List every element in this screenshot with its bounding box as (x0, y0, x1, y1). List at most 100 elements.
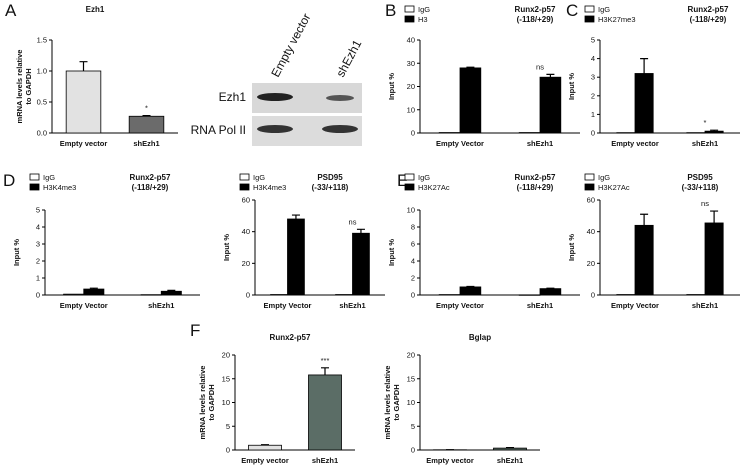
y-tick-label: 5 (226, 422, 230, 431)
y-tick-label: 5 (411, 422, 415, 431)
significance: * (704, 118, 707, 127)
error-bar (466, 67, 474, 68)
y-tick-label: 4 (411, 257, 415, 266)
error-bar (143, 116, 151, 117)
panel-letter: B (385, 1, 396, 20)
legend-swatch (585, 184, 594, 190)
y-tick-label: 0 (411, 129, 415, 138)
bar (309, 375, 342, 450)
y-tick-label: 30 (407, 59, 415, 68)
legend-label: IgG (418, 173, 430, 182)
y-tick-label: 20 (407, 82, 415, 91)
y-tick-label: 40 (242, 227, 250, 236)
legend-swatch (585, 174, 594, 180)
y-tick-label: 60 (242, 196, 250, 205)
y-axis-label: Input % (567, 73, 576, 100)
x-tick-label: shEzh1 (497, 456, 523, 465)
bar (460, 287, 481, 295)
y-tick-label: 8 (411, 223, 415, 232)
y-tick-label: 0.5 (37, 98, 47, 107)
y-tick-label: 2 (411, 274, 415, 283)
y-tick-label: 60 (587, 196, 595, 205)
significance: ns (349, 217, 357, 226)
error-bar (357, 229, 365, 233)
blot-lane-label: Empty vector (268, 11, 313, 79)
x-tick-label: Empty vector (241, 456, 289, 465)
x-tick-label: shEzh1 (692, 301, 718, 310)
bar (635, 225, 653, 295)
y-axis-label: mRNA levels relativeto GAPDH (15, 50, 33, 124)
chart-title: Runx2-p57 (130, 173, 171, 182)
y-tick-label: 1.0 (37, 67, 47, 76)
y-tick-label: 20 (222, 351, 230, 360)
blot-row-label: Ezh1 (219, 90, 247, 104)
x-tick-label: shEzh1 (339, 301, 365, 310)
y-tick-label: 0 (591, 291, 595, 300)
y-tick-label: 0 (226, 446, 230, 455)
legend-swatch (405, 184, 414, 190)
legend-label: H3K4me3 (253, 183, 286, 192)
x-tick-label: Empty Vector (60, 301, 108, 310)
y-tick-label: 3 (36, 240, 40, 249)
chart-subtitle: (-118/+29) (517, 183, 554, 192)
legend-label: IgG (253, 173, 265, 182)
y-tick-label: 2 (36, 257, 40, 266)
bar (288, 219, 305, 295)
bar (439, 133, 460, 134)
y-tick-label: 0 (411, 446, 415, 455)
y-tick-label: 10 (407, 105, 415, 114)
panel-letter: C (566, 1, 578, 20)
legend-label: H3K27Ac (598, 183, 630, 192)
chart-title: Bglap (469, 333, 491, 342)
chart-subtitle: (-33/+118) (682, 183, 719, 192)
chart-title: Runx2-p57 (515, 173, 556, 182)
significance: *** (321, 356, 330, 365)
legend-label: IgG (598, 173, 610, 182)
y-axis-label: Input % (387, 73, 396, 100)
legend-swatch (585, 6, 594, 12)
y-axis-label: Input % (222, 234, 231, 261)
bar (540, 289, 561, 295)
error-bar (546, 74, 554, 77)
y-axis-label: mRNA levels relativeto GAPDH (198, 366, 216, 440)
bar (64, 294, 84, 295)
y-tick-label: 10 (407, 206, 415, 215)
y-tick-label: 4 (591, 54, 595, 63)
error-bar (640, 59, 648, 74)
chart-subtitle: (-33/+118) (312, 183, 349, 192)
legend-label: H3 (418, 15, 428, 24)
significance: ns (701, 199, 709, 208)
bar (161, 291, 181, 295)
legend-label: IgG (418, 5, 430, 14)
y-tick-label: 40 (587, 227, 595, 236)
y-tick-label: 0 (36, 291, 40, 300)
x-tick-label: Empty vector (426, 456, 474, 465)
x-tick-label: Empty vector (60, 139, 108, 148)
significance: * (145, 104, 148, 113)
x-tick-label: Empty vector (611, 139, 659, 148)
error-bar (80, 62, 88, 71)
bar (249, 445, 282, 450)
bar (705, 223, 723, 295)
y-tick-label: 15 (407, 374, 415, 383)
x-tick-label: shEzh1 (133, 139, 159, 148)
error-bar (292, 215, 300, 219)
chart-subtitle: (-118/+29) (690, 15, 727, 24)
y-tick-label: 0 (411, 291, 415, 300)
x-tick-label: Empty Vector (264, 301, 312, 310)
bar (271, 295, 288, 296)
y-tick-label: 1 (591, 110, 595, 119)
y-tick-label: 1.5 (37, 36, 47, 45)
error-bar (321, 368, 329, 375)
legend-swatch (405, 16, 414, 22)
blot-lane-label: shEzh1 (333, 37, 364, 79)
x-tick-label: shEzh1 (527, 139, 553, 148)
error-bar (640, 214, 648, 225)
y-tick-label: 20 (587, 259, 595, 268)
chart-title: PSD95 (687, 173, 713, 182)
blot-row-label: RNA Pol II (191, 123, 246, 137)
bar (141, 295, 161, 296)
y-tick-label: 4 (36, 223, 40, 232)
chart-title: Runx2-p57 (515, 5, 556, 14)
